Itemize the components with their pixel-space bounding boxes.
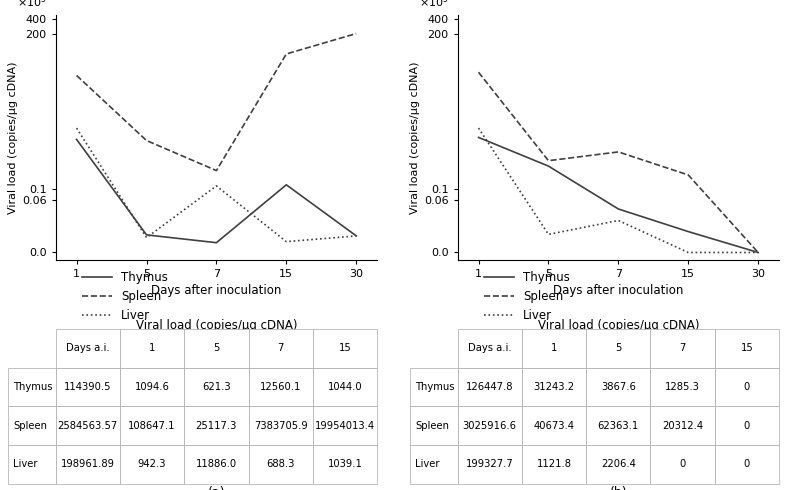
X-axis label: Days after inoculation: Days after inoculation [553,284,684,296]
Text: (a): (a) [207,487,225,490]
Y-axis label: Viral load (copies/μg cDNA): Viral load (copies/μg cDNA) [8,61,17,214]
Text: (b): (b) [610,487,627,490]
Text: Viral load (copies/μg cDNA): Viral load (copies/μg cDNA) [136,319,297,332]
Legend: Thymus, Spleen, Liver: Thymus, Spleen, Liver [479,266,575,326]
Legend: Thymus, Spleen, Liver: Thymus, Spleen, Liver [78,266,173,326]
Text: $\times 10^5$: $\times 10^5$ [419,0,449,10]
Text: Viral load (copies/μg cDNA): Viral load (copies/μg cDNA) [537,319,699,332]
Text: $\times 10^5$: $\times 10^5$ [17,0,47,10]
X-axis label: Days after inoculation: Days after inoculation [151,284,281,296]
Y-axis label: Viral load (copies/μg cDNA): Viral load (copies/μg cDNA) [409,61,420,214]
